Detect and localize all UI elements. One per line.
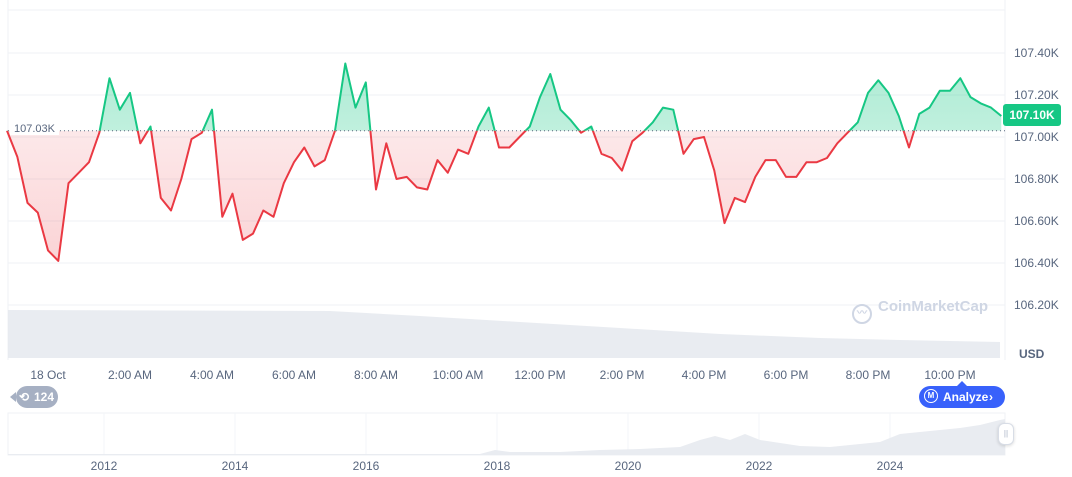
y-tick-label: 106.60K	[1014, 214, 1059, 228]
y-tick-label: 106.80K	[1014, 172, 1059, 186]
y-tick-label: 107.20K	[1014, 88, 1059, 102]
x-tick-label: 10:00 PM	[924, 368, 976, 382]
x-tick-label: 4:00 PM	[681, 368, 727, 382]
cmc-ai-icon: M	[924, 389, 938, 403]
analyze-label: Analyze	[943, 390, 989, 404]
volume-bars	[8, 310, 1000, 358]
x-tick-label: 8:00 PM	[845, 368, 891, 382]
x-tick-label: 2:00 AM	[107, 368, 153, 382]
baseline-price-label: 107.03K	[10, 123, 59, 135]
y-tick-label: 106.20K	[1014, 298, 1059, 312]
x-tick-label: 6:00 AM	[271, 368, 317, 382]
currency-label: USD	[1019, 347, 1045, 361]
navigator-year-label: 2018	[483, 459, 511, 473]
navigator-history-area	[8, 419, 1005, 455]
watermark-text: CoinMarketCap	[878, 298, 989, 315]
watermark: 〰 CoinMarketCap	[852, 298, 988, 324]
area-above-baseline	[99, 63, 1002, 131]
navigator-year-label: 2012	[90, 459, 118, 473]
history-icon: ⟲	[19, 390, 30, 404]
area-below-baseline	[7, 130, 1002, 261]
navigator-year-label: 2022	[745, 459, 773, 473]
x-tick-label: 8:00 AM	[353, 368, 399, 382]
y-tick-label: 106.40K	[1014, 256, 1059, 270]
price-line-down	[6, 130, 916, 262]
y-tick-label: 107.00K	[1014, 130, 1059, 144]
current-price-badge: 107.10K	[1003, 104, 1061, 126]
x-tick-label: 12:00 PM	[514, 368, 566, 382]
y-tick-label: 107.40K	[1014, 46, 1059, 60]
cmc-logo-icon: 〰	[852, 304, 872, 324]
navigator-year-label: 2016	[352, 459, 380, 473]
navigator-drag-handle[interactable]: ||	[998, 423, 1014, 445]
history-count: 124	[34, 390, 55, 404]
navigator-year-label: 2020	[614, 459, 642, 473]
navigator-year-label: 2024	[876, 459, 904, 473]
history-badge[interactable]: ⟲ 124	[10, 386, 58, 408]
analyze-button[interactable]: M Analyze ›	[919, 381, 1005, 408]
x-tick-label: 4:00 AM	[189, 368, 235, 382]
x-tick-label: 18 Oct	[30, 368, 66, 382]
navigator-year-label: 2014	[221, 459, 249, 473]
x-tick-label: 6:00 PM	[763, 368, 809, 382]
chevron-right-icon: ›	[989, 390, 993, 404]
x-tick-label: 2:00 PM	[599, 368, 645, 382]
x-tick-label: 10:00 AM	[432, 368, 484, 382]
